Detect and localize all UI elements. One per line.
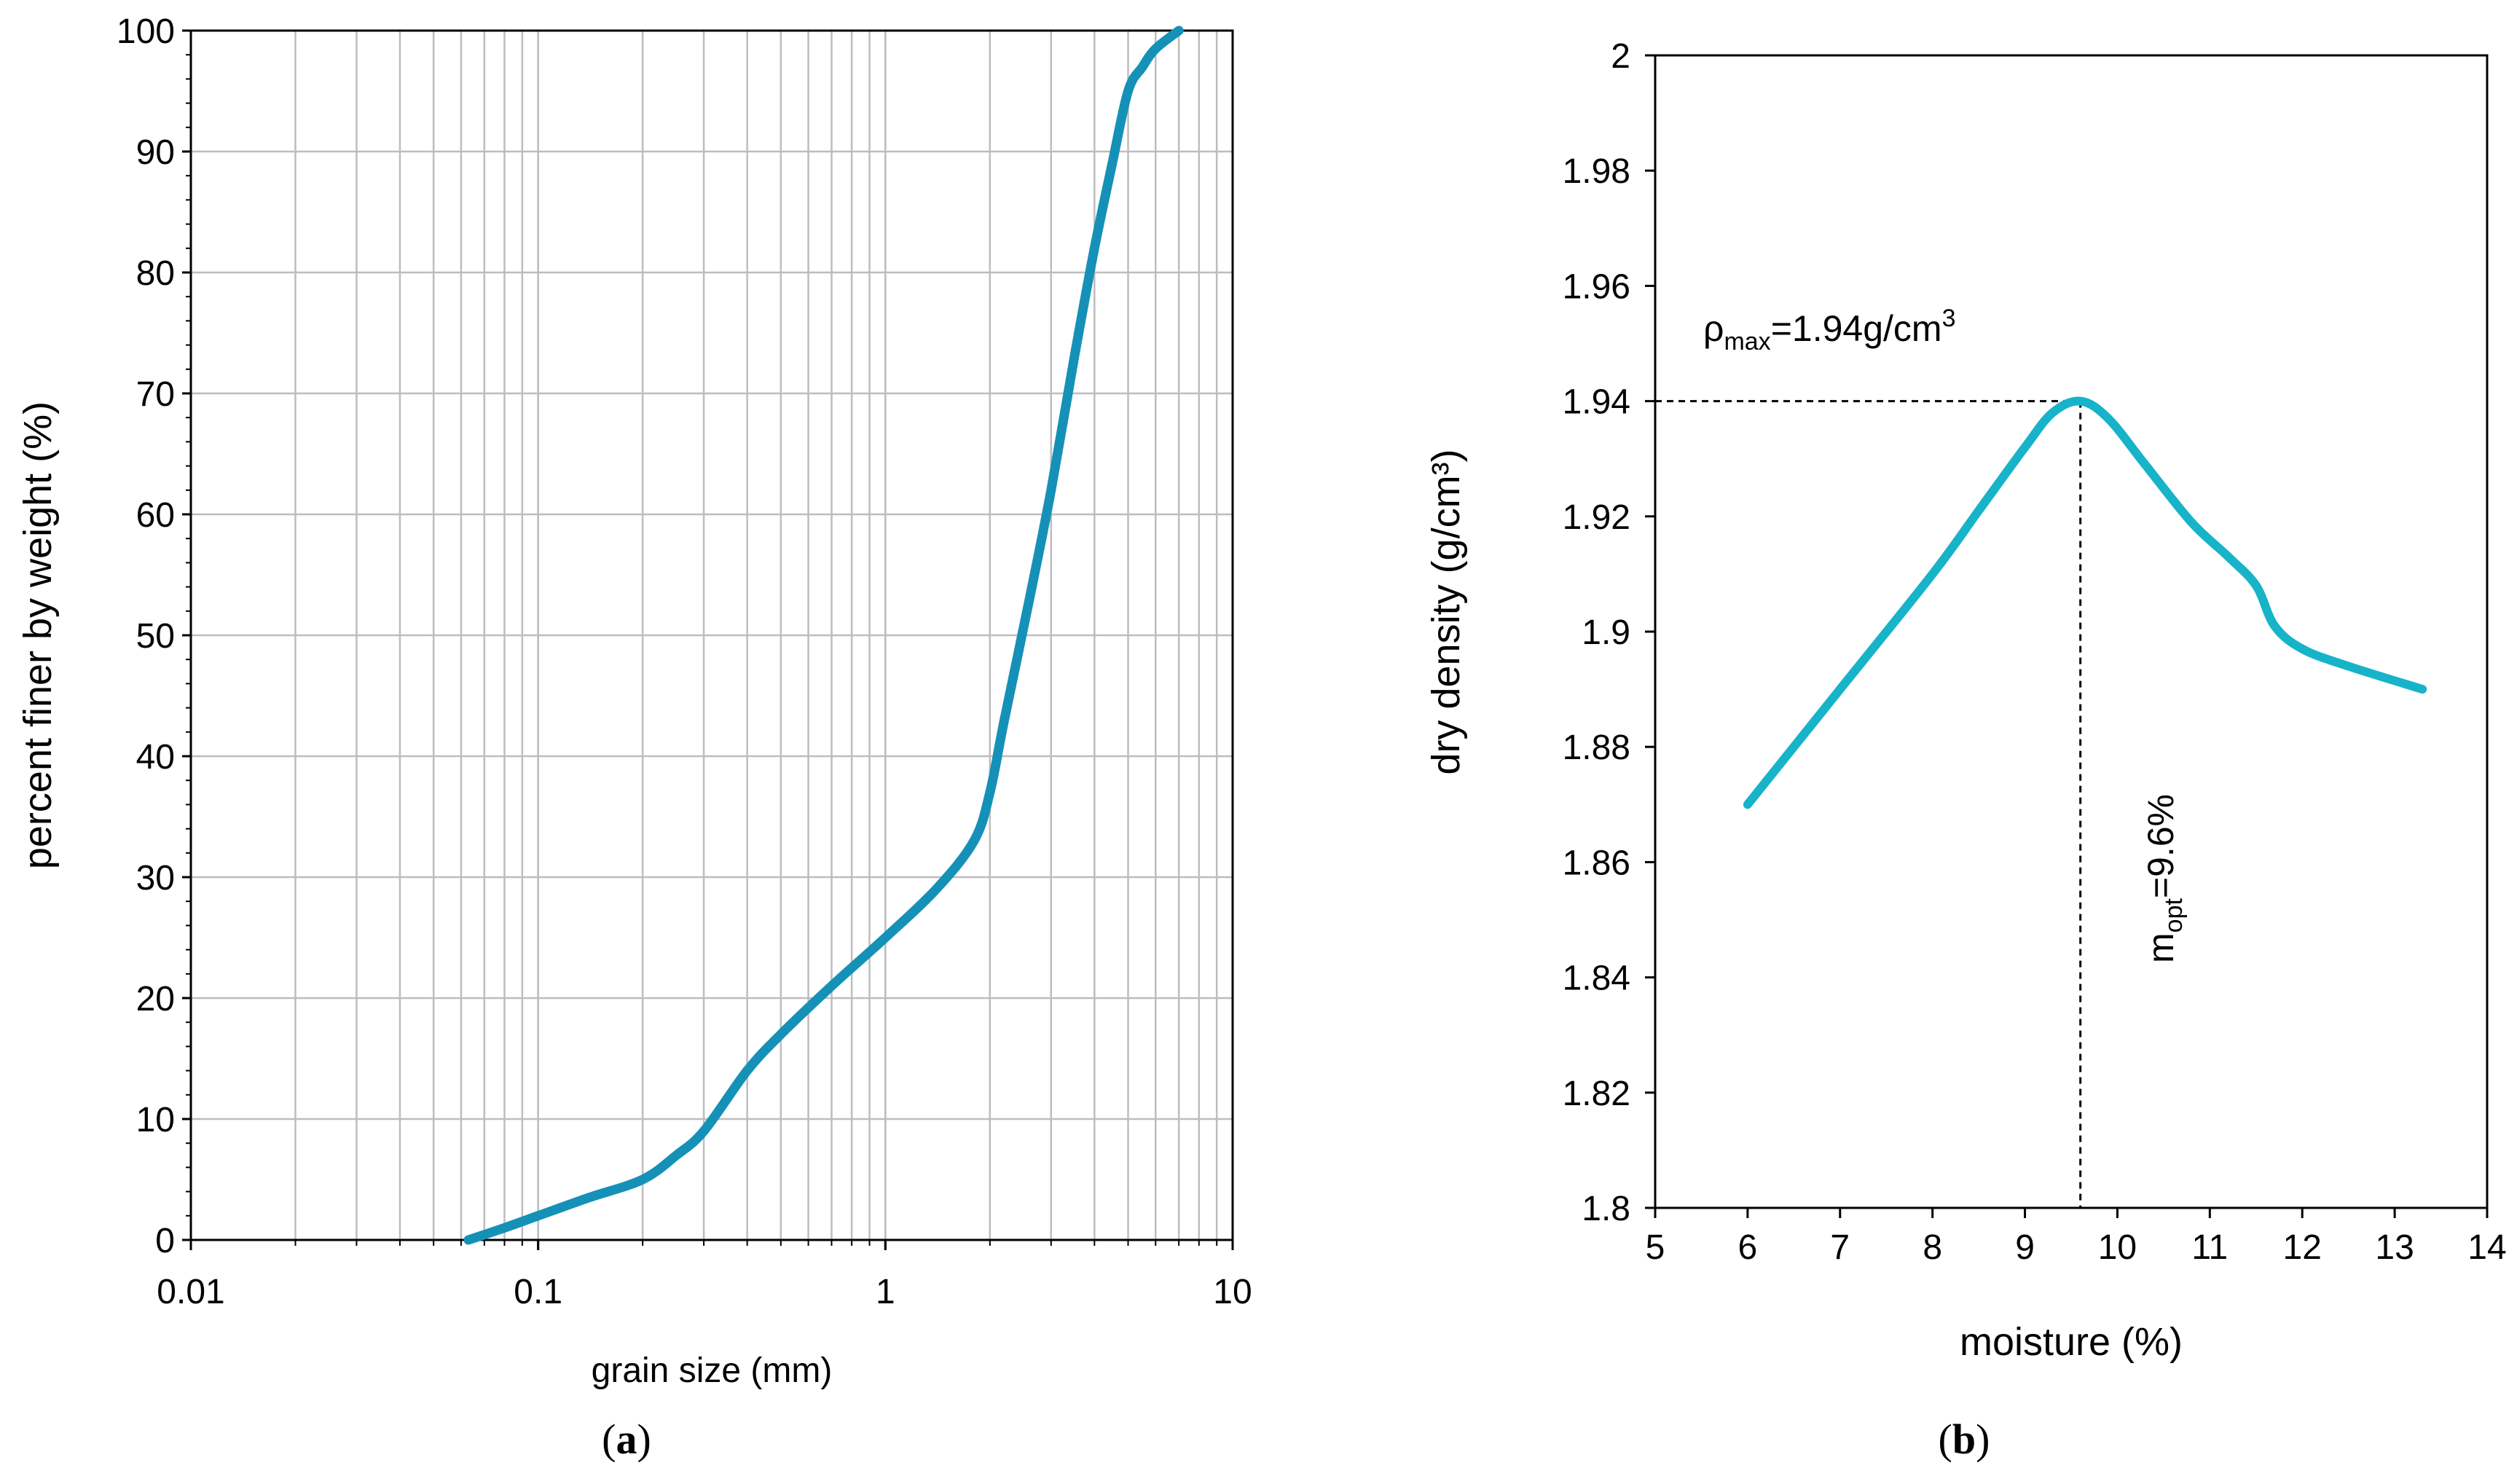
chart-a-x-tick-label: 0.1 (514, 1273, 562, 1311)
rho-superscript: 3 (1942, 305, 1956, 332)
chart-a-x-axis-label: grain size (mm) (592, 1351, 833, 1390)
chart-b-panel-letter: b (1952, 1416, 1976, 1463)
chart-b-x-tick-label: 5 (1646, 1228, 1665, 1267)
chart-b-x-tick-label: 11 (2191, 1228, 2228, 1267)
m-opt-annotation: mopt=9.6% (2140, 794, 2188, 963)
chart-a: 0 10 20 30 40 50 60 70 80 90 100 0.01 0.1 1 10 grain … (16, 12, 1252, 1463)
chart-a-panel-close: ) (637, 1416, 651, 1463)
chart-a-panel-letter: a (616, 1416, 637, 1463)
chart-a-y-tick-label: 0 (155, 1222, 175, 1260)
chart-a-grid (189, 29, 1234, 1241)
chart-a-y-tick-label: 80 (136, 254, 175, 293)
chart-b-y-tick-label: 1.88 (1563, 729, 1630, 767)
chart-b-x-tick-label: 13 (2375, 1228, 2414, 1267)
chart-b-y-tick-label: 1.86 (1563, 844, 1630, 882)
chart-b-y-tick-label: 1.84 (1563, 959, 1630, 998)
chart-b-y-tick-label: 2 (1611, 37, 1630, 76)
chart-b-x-tick-label: 12 (2283, 1228, 2322, 1267)
chart-b-x-tick-label: 6 (1738, 1228, 1758, 1267)
chart-b-x-tick-label: 9 (2015, 1228, 2035, 1267)
chart-b-y-axis-label: dry density (g/cm³) (1424, 449, 1468, 774)
chart-b-x-ticks: 5 6 7 8 9 10 11 12 13 14 (1646, 1208, 2507, 1267)
chart-b-x-tick-label: 8 (1923, 1228, 1942, 1267)
chart-a-y-tick-label: 50 (136, 617, 175, 656)
rho-symbol: ρ (1703, 308, 1724, 349)
chart-a-x-ticks: 0.01 0.1 1 10 (157, 1240, 1252, 1311)
m-subscript: opt (2160, 898, 2188, 933)
chart-b: 1.81.821.841.861.881.91.921.941.961.982 … (1424, 37, 2507, 1463)
chart-b-optimum-guides (1655, 400, 2082, 1208)
chart-b-y-ticks: 1.8 1.82 1.84 1.86 1.88 1.9 1.92 1.94 1.96 1.98 2 (1563, 37, 1655, 1228)
rho-max-annotation: ρmax=1.94g/cm3 (1703, 305, 1955, 356)
chart-b-y-tick-label: 1.94 (1563, 383, 1630, 422)
chart-a-y-tick-label: 40 (136, 738, 175, 777)
chart-a-x-tick-label: 0.01 (157, 1273, 224, 1311)
chart-b-x-axis-label: moisture (%) (1960, 1320, 2183, 1364)
chart-a-y-tick-label: 60 (136, 496, 175, 535)
chart-a-panel-open: ( (602, 1416, 616, 1463)
chart-a-y-tick-label: 90 (136, 133, 175, 172)
chart-b-panel-close: ) (1976, 1416, 1990, 1463)
chart-a-x-tick-label: 1 (876, 1273, 895, 1311)
chart-b-x-tick-label: 10 (2098, 1228, 2137, 1267)
chart-a-y-tick-label: 100 (117, 12, 175, 51)
chart-b-series-line (1743, 396, 2427, 809)
chart-b-series (1743, 396, 2427, 809)
chart-a-y-ticks: 0 10 20 30 40 50 60 70 80 90 100 (117, 12, 191, 1260)
m-value: =9.6% (2140, 794, 2181, 898)
chart-a-x-tick-label: 10 (1213, 1273, 1252, 1311)
chart-a-series-line (463, 25, 1184, 1245)
chart-a-y-tick-label: 20 (136, 980, 175, 1018)
chart-a-panel-label: (a) (602, 1416, 651, 1463)
chart-b-plot-frame (1654, 54, 2489, 1209)
chart-a-series (463, 25, 1184, 1245)
chart-a-y-axis-label: percent finer by weight (%) (16, 401, 60, 869)
chart-b-y-tick-label: 1.98 (1563, 152, 1630, 191)
chart-b-y-tick-label: 1.9 (1582, 613, 1630, 652)
chart-b-y-tick-label: 1.82 (1563, 1075, 1630, 1113)
chart-b-y-tick-label: 1.8 (1582, 1190, 1630, 1228)
chart-b-panel-label: (b) (1939, 1416, 1990, 1463)
chart-a-y-tick-label: 70 (136, 375, 175, 414)
chart-a-y-tick-label: 10 (136, 1101, 175, 1139)
rho-subscript: max (1724, 328, 1770, 356)
chart-a-y-tick-label: 30 (136, 859, 175, 898)
chart-b-y-tick-label: 1.92 (1563, 498, 1630, 537)
rho-value: =1.94g/cm (1771, 308, 1942, 349)
chart-b-x-tick-label: 7 (1830, 1228, 1850, 1267)
m-symbol: m (2140, 933, 2181, 963)
chart-b-panel-open: ( (1939, 1416, 1952, 1463)
chart-b-y-tick-label: 1.96 (1563, 267, 1630, 306)
chart-b-x-tick-label: 14 (2467, 1228, 2506, 1267)
